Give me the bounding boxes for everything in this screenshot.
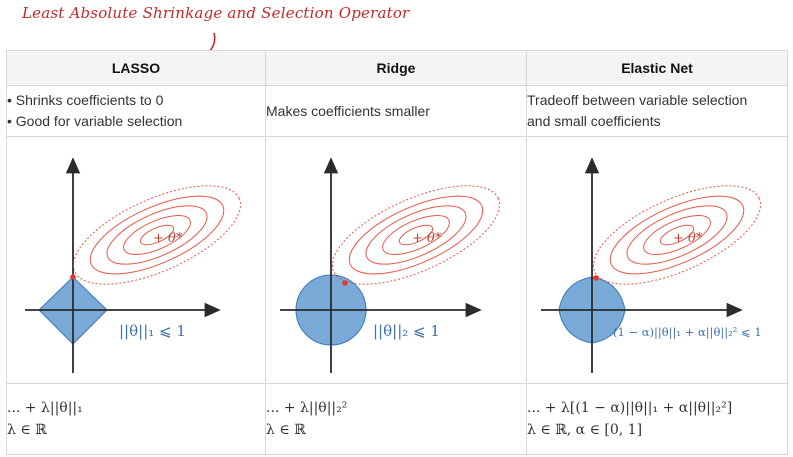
- contour-ellipses: [592, 185, 762, 285]
- theta-star-label: + θ*: [153, 231, 183, 246]
- header-elastic-net: Elastic Net: [526, 50, 788, 86]
- solution-point: [70, 274, 76, 280]
- desc-ridge-text: Makes coefficients smaller: [266, 102, 430, 119]
- desc-ridge: Makes coefficients smaller: [265, 85, 527, 137]
- figure-lasso: + θ* ||θ||₁ ⩽ 1: [6, 136, 266, 384]
- constraint-label: ||θ||₁ ⩽ 1: [119, 322, 186, 340]
- formula-penalty: ... + λ||θ||₂²: [266, 400, 348, 416]
- theta-star-label: + θ*: [673, 231, 703, 246]
- solution-point: [593, 275, 599, 281]
- figure-ridge: + θ* ||θ||₂ ⩽ 1: [265, 136, 527, 384]
- contour-ellipses: [72, 185, 242, 285]
- formula-domain: λ ∈ ℝ: [266, 422, 306, 438]
- formula-penalty: ... + λ[(1 − α)||θ||₁ + α||θ||₂²]: [527, 400, 733, 416]
- ridge-plot: + θ* ||θ||₂ ⩽ 1: [280, 157, 501, 373]
- formula-elastic-net: ... + λ[(1 − α)||θ||₁ + α||θ||₂²] λ ∈ ℝ,…: [526, 383, 788, 455]
- figure-elastic-net: + θ* (1 − α)||θ||₁ + α||θ||₂² ⩽ 1: [526, 136, 788, 384]
- desc-elastic-line: Tradeoff between variable selection: [527, 92, 748, 108]
- desc-elastic-line: and small coefficients: [527, 113, 661, 129]
- formula-ridge: ... + λ||θ||₂² λ ∈ ℝ: [265, 383, 527, 455]
- desc-lasso-item: Shrinks coefficients to 0: [7, 90, 265, 111]
- figure-row: + θ* ||θ||₁ ⩽ 1 +: [6, 136, 788, 384]
- description-row: Shrinks coefficients to 0 Good for varia…: [6, 85, 788, 137]
- contour-ellipses: [331, 185, 501, 285]
- constraint-label: (1 − α)||θ||₁ + α||θ||₂² ⩽ 1: [613, 325, 762, 340]
- formula-domain: λ ∈ ℝ: [7, 422, 47, 438]
- desc-lasso: Shrinks coefficients to 0 Good for varia…: [6, 85, 266, 137]
- header-ridge: Ridge: [265, 50, 527, 86]
- formula-penalty: ... + λ||θ||₁: [7, 400, 83, 416]
- formula-lasso: ... + λ||θ||₁ λ ∈ ℝ: [6, 383, 266, 455]
- desc-elastic-net: Tradeoff between variable selection and …: [526, 85, 788, 137]
- formula-domain: λ ∈ ℝ, α ∈ [0, 1]: [527, 422, 643, 438]
- desc-lasso-item: Good for variable selection: [7, 111, 265, 132]
- header-row: LASSO Ridge Elastic Net: [6, 50, 788, 86]
- constraint-label: ||θ||₂ ⩽ 1: [373, 322, 440, 340]
- theta-star-label: + θ*: [412, 231, 442, 246]
- solution-point: [342, 280, 348, 286]
- header-lasso: LASSO: [6, 50, 266, 86]
- formula-row: ... + λ||θ||₁ λ ∈ ℝ ... + λ||θ||₂² λ ∈ ℝ…: [6, 383, 788, 455]
- comparison-table: LASSO Ridge Elastic Net Shrinks coeffici…: [6, 50, 788, 455]
- annotation-text: Least Absolute Shrinkage and Selection O…: [22, 4, 410, 22]
- elastic-net-plot: + θ* (1 − α)||θ||₁ + α||θ||₂² ⩽ 1: [541, 157, 762, 373]
- lasso-plot: + θ* ||θ||₁ ⩽ 1: [25, 157, 242, 373]
